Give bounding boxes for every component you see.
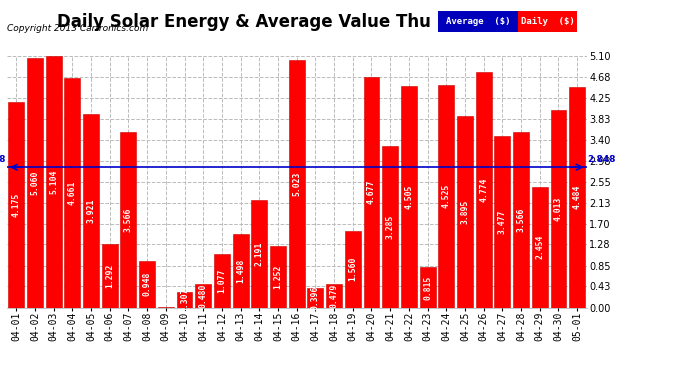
Bar [121,132,137,308]
Text: 5.104: 5.104 [49,170,58,194]
Text: 0.815: 0.815 [423,275,432,300]
Text: 3.895: 3.895 [460,200,469,224]
Text: 2.191: 2.191 [255,242,264,266]
Bar [569,87,585,308]
Bar [495,136,511,308]
Text: 1.252: 1.252 [273,264,282,289]
Text: 1.292: 1.292 [106,264,115,288]
Text: 0.480: 0.480 [199,284,208,308]
Text: Average  ($): Average ($) [446,17,510,26]
Text: 2.848: 2.848 [587,155,616,164]
Text: 3.477: 3.477 [498,210,507,234]
Bar [513,132,529,308]
Bar [420,267,435,308]
Bar [139,261,155,308]
Bar [214,255,230,308]
Text: 1.560: 1.560 [348,257,357,281]
Text: 4.661: 4.661 [68,180,77,205]
Bar [326,284,342,308]
Bar [401,86,417,308]
Text: Daily Solar Energy & Average Value Thu May 2 05:54: Daily Solar Energy & Average Value Thu M… [57,13,551,31]
Text: 4.484: 4.484 [573,185,582,209]
Text: 5.023: 5.023 [292,172,302,196]
Bar [288,60,305,308]
Text: 3.566: 3.566 [124,207,133,232]
Text: 0.396: 0.396 [311,285,320,310]
Bar [532,187,548,308]
Bar [177,292,193,308]
Text: 4.505: 4.505 [404,184,413,209]
Text: 4.677: 4.677 [367,180,376,204]
Text: 4.013: 4.013 [554,196,563,221]
Bar [64,78,80,308]
Bar [83,114,99,308]
Text: 3.921: 3.921 [86,199,95,223]
Text: 4.774: 4.774 [479,178,488,202]
Bar [251,200,267,308]
Bar [27,58,43,308]
Text: 1.077: 1.077 [217,269,226,293]
Bar [364,77,380,308]
Text: 4.175: 4.175 [12,192,21,217]
Bar [475,72,491,308]
Bar [308,288,324,308]
Text: 4.525: 4.525 [442,184,451,208]
Text: 0.479: 0.479 [330,284,339,308]
Text: 0.307: 0.307 [180,288,189,312]
Bar [457,116,473,308]
Text: 3.566: 3.566 [517,207,526,232]
Bar [8,102,24,308]
Text: Copyright 2013 Cartronics.com: Copyright 2013 Cartronics.com [7,24,148,33]
Bar [195,284,211,308]
Bar [233,234,248,308]
Bar [345,231,361,308]
Bar [46,56,61,308]
Text: 5.060: 5.060 [30,171,39,195]
Text: Daily  ($): Daily ($) [521,17,574,26]
Bar [158,307,174,308]
Bar [270,246,286,308]
Text: 3.285: 3.285 [386,214,395,239]
Text: 2.848: 2.848 [0,155,6,164]
Bar [438,85,454,308]
Bar [382,146,398,308]
Bar [102,244,118,308]
Text: 2.454: 2.454 [535,235,544,259]
Text: 1.498: 1.498 [236,258,245,283]
Text: 0.948: 0.948 [143,272,152,296]
Bar [551,110,566,308]
